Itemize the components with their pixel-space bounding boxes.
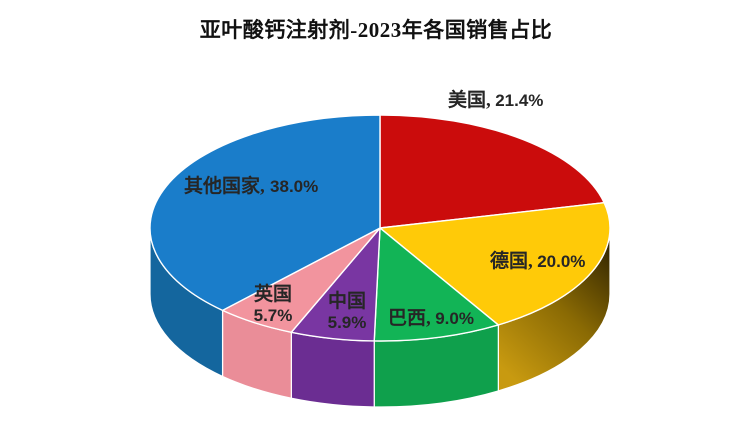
label-cn-name: 中国 (327, 291, 366, 312)
pie-slice-de[interactable] (379, 201, 611, 326)
label-us-pct: 21.4% (495, 91, 544, 110)
label-others-name: 其他国家, (184, 176, 265, 197)
label-others-pct: 38.0% (270, 177, 319, 196)
pie-slice-side-cn (290, 331, 375, 408)
label-us: 美国, 21.4% (448, 90, 543, 112)
pie-slice-us[interactable] (379, 114, 605, 229)
label-cn-pct: 5.9% (327, 312, 367, 332)
label-cn: 中国 5.9% (316, 291, 378, 332)
label-br-pct: 9.0% (435, 309, 474, 328)
pie-slice-others[interactable] (149, 114, 381, 312)
chart-title: 亚叶酸钙注射剂-2023年各国销售占比 (199, 18, 553, 42)
label-br: 巴西, 9.0% (388, 308, 474, 330)
label-uk: 英国 5.7% (242, 284, 304, 325)
label-de: 德国, 20.0% (490, 251, 585, 273)
label-uk-pct: 5.7% (253, 305, 293, 325)
label-uk-name: 英国 (253, 284, 292, 305)
label-br-name: 巴西, (388, 308, 431, 329)
pie-slice-br[interactable] (373, 227, 500, 342)
label-others: 其他国家, 38.0% (184, 176, 318, 198)
label-us-name: 美国, (448, 90, 491, 111)
label-de-pct: 20.0% (537, 252, 586, 271)
label-de-name: 德国, (490, 251, 533, 272)
